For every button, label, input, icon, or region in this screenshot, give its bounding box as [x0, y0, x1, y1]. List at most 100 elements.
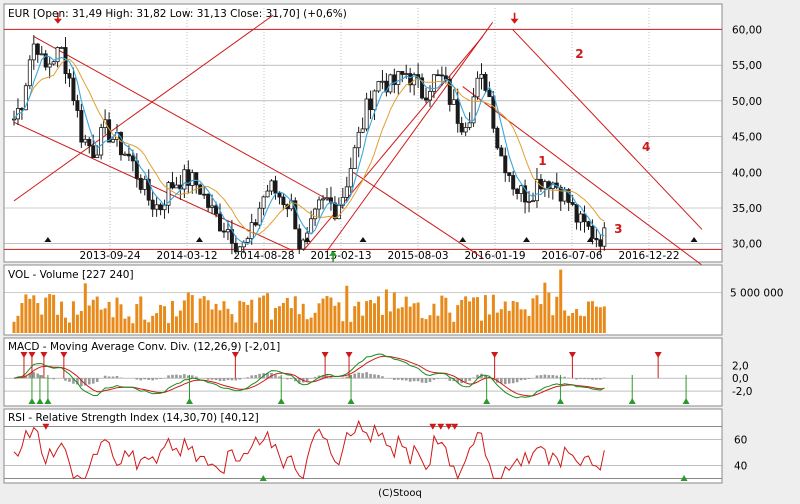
macd-histogram-bar	[361, 373, 364, 378]
macd-histogram-bar	[88, 378, 91, 384]
volume-bar	[238, 301, 241, 333]
macd-histogram-bar	[215, 378, 218, 380]
macd-histogram-bar	[231, 378, 234, 380]
macd-histogram-bar	[227, 378, 230, 380]
macd-histogram-bar	[575, 378, 578, 379]
candle-body	[80, 110, 83, 142]
volume-bar	[139, 296, 142, 333]
macd-tick-label: 2,0	[732, 360, 749, 372]
volume-bar	[266, 293, 269, 333]
candle-body	[456, 100, 459, 124]
volume-bar	[179, 311, 182, 333]
macd-histogram-bar	[278, 377, 281, 379]
volume-bar	[100, 310, 103, 333]
macd-histogram-bar	[603, 378, 606, 379]
volume-bar	[278, 306, 281, 333]
macd-histogram-bar	[369, 374, 372, 378]
volume-bar	[417, 303, 420, 333]
candle-body	[488, 90, 491, 96]
volume-bar	[333, 306, 336, 333]
volume-bar	[187, 293, 190, 333]
candle-body	[508, 173, 511, 176]
volume-bar	[460, 300, 463, 333]
candle-body	[464, 127, 467, 132]
volume-bar	[207, 300, 210, 333]
volume-bar	[96, 297, 99, 333]
volume-bar	[270, 320, 273, 333]
candle-body	[175, 185, 178, 188]
candle-body	[373, 91, 376, 110]
volume-bar	[318, 303, 321, 333]
candle-body	[171, 183, 174, 188]
candle-body	[274, 181, 277, 193]
macd-histogram-bar	[520, 378, 523, 380]
candle-body	[88, 139, 91, 145]
macd-histogram-bar	[563, 377, 566, 378]
macd-histogram-bar	[357, 373, 360, 379]
volume-bar	[104, 308, 107, 333]
volume-bar	[191, 295, 194, 333]
macd-histogram-bar	[250, 375, 253, 378]
macd-histogram-bar	[512, 378, 515, 383]
volume-bar	[195, 323, 198, 333]
volume-bar	[571, 313, 574, 333]
candle-body	[520, 186, 523, 194]
volume-bar	[40, 315, 43, 333]
candle-body	[222, 231, 225, 232]
macd-histogram-bar	[223, 378, 226, 381]
volume-bar	[401, 307, 404, 333]
price-tick-label: 55,00	[732, 60, 762, 72]
macd-histogram-bar	[286, 378, 289, 379]
volume-bar	[528, 316, 531, 333]
volume-bar	[274, 308, 277, 333]
candle-body	[131, 156, 134, 161]
candle-body	[155, 205, 158, 209]
volume-bar	[294, 296, 297, 333]
candle-body	[92, 146, 95, 158]
candle-body	[270, 181, 273, 191]
candle-body	[480, 74, 483, 78]
volume-bar	[595, 307, 598, 333]
macd-histogram-bar	[96, 378, 99, 382]
candle-body	[52, 62, 55, 64]
candle-body	[559, 187, 562, 201]
volume-bar	[428, 315, 431, 333]
volume-bar	[282, 303, 285, 333]
candle-body	[587, 222, 590, 227]
candle-body	[591, 226, 594, 238]
candle-body	[484, 74, 487, 90]
macd-histogram-bar	[448, 378, 451, 381]
volume-bar	[135, 304, 138, 333]
volume-bar	[599, 307, 602, 333]
volume-bar	[199, 298, 202, 333]
macd-histogram-bar	[239, 378, 242, 379]
macd-histogram-bar	[524, 378, 527, 380]
volume-bar	[242, 302, 245, 333]
candle-body	[583, 214, 586, 222]
wave-count-label: 2	[575, 47, 583, 61]
macd-histogram-bar	[246, 377, 249, 378]
volume-bar	[425, 319, 428, 333]
volume-bar	[88, 306, 91, 333]
candle-body	[32, 44, 35, 60]
candle-body	[191, 173, 194, 186]
volume-bar	[480, 321, 483, 333]
volume-bar	[488, 314, 491, 333]
macd-histogram-bar	[353, 374, 356, 379]
wave-count-label: 1	[538, 154, 546, 168]
candle-body	[599, 240, 602, 246]
volume-bar	[551, 315, 554, 333]
macd-histogram-bar	[433, 378, 436, 380]
macd-histogram-bar	[536, 375, 539, 378]
volume-bar	[591, 301, 594, 333]
candle-body	[512, 176, 515, 190]
candle-body	[428, 91, 431, 100]
volume-bar	[369, 300, 372, 333]
price-tick-label: 60,00	[732, 24, 762, 36]
candle-body	[60, 47, 63, 48]
volume-bar	[262, 296, 265, 333]
candle-body	[76, 101, 79, 111]
rsi-tick-label: 40	[734, 460, 747, 472]
macd-histogram-bar	[167, 375, 170, 378]
date-tick-label: 2016-12-22	[618, 250, 679, 262]
